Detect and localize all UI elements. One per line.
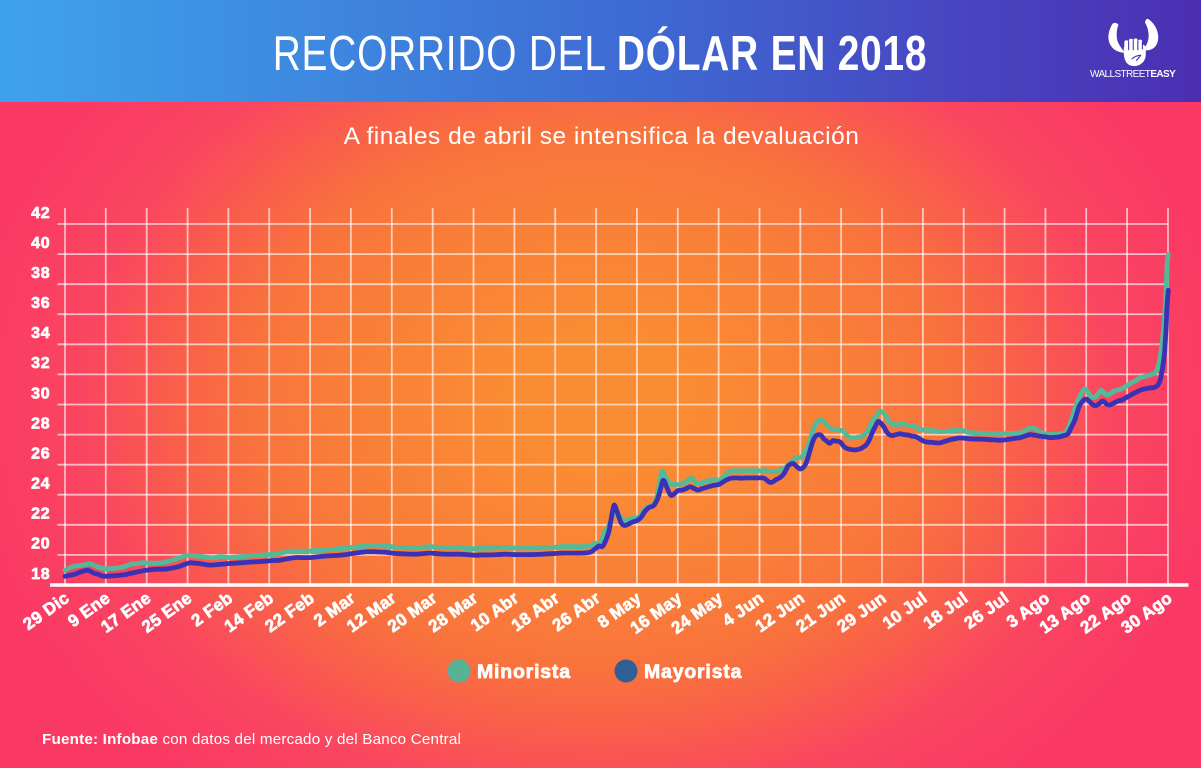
svg-text:18: 18 xyxy=(31,566,50,583)
svg-text:36: 36 xyxy=(31,295,50,312)
svg-text:30: 30 xyxy=(31,385,50,402)
svg-text:20: 20 xyxy=(31,536,50,553)
svg-text:29 Dic: 29 Dic xyxy=(20,588,73,634)
svg-text:42: 42 xyxy=(31,205,50,222)
svg-text:34: 34 xyxy=(31,325,50,342)
svg-text:Mayorista: Mayorista xyxy=(644,661,742,683)
svg-text:32: 32 xyxy=(31,355,50,372)
svg-text:28: 28 xyxy=(31,415,50,432)
svg-text:26 Jul: 26 Jul xyxy=(961,588,1013,633)
svg-text:24: 24 xyxy=(31,476,50,493)
svg-text:18 Jul: 18 Jul xyxy=(920,588,972,633)
svg-text:22: 22 xyxy=(31,506,50,523)
svg-text:26 Abr: 26 Abr xyxy=(549,588,604,635)
svg-text:38: 38 xyxy=(31,265,50,282)
svg-text:Minorista: Minorista xyxy=(477,661,571,683)
svg-text:10 Jul: 10 Jul xyxy=(879,588,931,633)
svg-text:26: 26 xyxy=(31,446,50,463)
svg-text:40: 40 xyxy=(31,235,50,252)
